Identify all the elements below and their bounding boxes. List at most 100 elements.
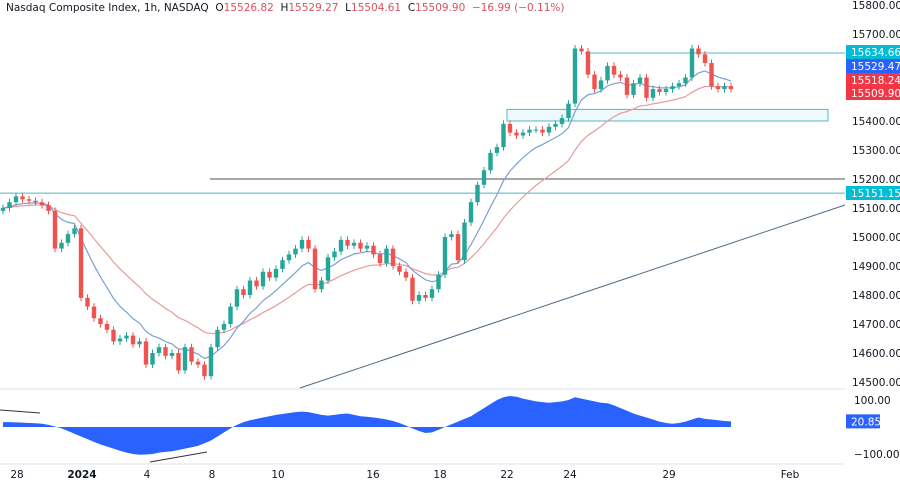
- candle-body: [150, 353, 155, 365]
- price-axis-label: 14600.00: [852, 348, 900, 360]
- price-axis-label: 15800.00: [852, 0, 900, 12]
- time-axis-label: 29: [662, 469, 675, 481]
- time-axis-label: 18: [433, 469, 446, 481]
- candle: [657, 85, 662, 96]
- candle-body: [722, 86, 727, 90]
- price-tag: 15529.47: [846, 59, 900, 73]
- candle: [481, 166, 487, 189]
- candle: [150, 349, 155, 369]
- candle-body: [683, 77, 688, 84]
- candle-body: [702, 54, 708, 63]
- candle-body: [156, 347, 162, 353]
- candle: [533, 126, 539, 134]
- candle: [553, 120, 558, 131]
- candle-body: [189, 347, 194, 362]
- candle: [299, 236, 305, 253]
- candle: [65, 230, 71, 247]
- time-axis-label: Feb: [781, 469, 800, 481]
- candle: [689, 45, 695, 81]
- candle-body: [559, 118, 565, 124]
- candle-body: [319, 280, 324, 290]
- candle: [598, 76, 604, 93]
- candle: [254, 277, 259, 290]
- candle-body: [0, 208, 6, 211]
- candle-body: [46, 205, 51, 211]
- time-axis-label: 22: [500, 469, 513, 481]
- price-axis-label: 15000.00: [852, 232, 900, 244]
- candle: [637, 74, 643, 87]
- candle: [618, 71, 623, 81]
- candle-body: [644, 77, 649, 98]
- time-axis-label: 16: [366, 469, 380, 481]
- price-tag-bg: [846, 45, 900, 59]
- time-axis-label: 28: [10, 469, 23, 481]
- candle-body: [358, 242, 363, 249]
- time-axis-label: 24: [563, 469, 577, 481]
- candle-body: [488, 152, 493, 171]
- candle-body: [85, 297, 90, 307]
- candle: [624, 74, 630, 99]
- candle: [137, 337, 142, 348]
- candle-body: [514, 132, 519, 136]
- candle-body: [494, 147, 500, 153]
- candle-body: [182, 347, 188, 371]
- candle: [676, 79, 682, 90]
- candle-body: [676, 83, 682, 87]
- candle-body: [585, 51, 591, 75]
- candle: [572, 45, 578, 108]
- candle-body: [306, 239, 311, 249]
- candle: [72, 224, 77, 238]
- price-tag-bg: [846, 186, 900, 200]
- candle: [507, 120, 513, 137]
- candle: [702, 50, 708, 67]
- candle: [215, 326, 220, 351]
- candle-body: [65, 234, 71, 243]
- candle: [429, 285, 435, 302]
- price-tag-label: 15518.24: [851, 75, 900, 87]
- close-value: 15509.90: [415, 2, 466, 14]
- candle-body: [618, 74, 623, 78]
- candle: [715, 82, 721, 93]
- candle: [416, 291, 422, 305]
- candle-body: [111, 329, 116, 342]
- candle: [182, 343, 188, 374]
- candle-body: [566, 103, 571, 119]
- open-value: 15526.82: [223, 2, 274, 14]
- candle-body: [124, 335, 129, 339]
- candle: [579, 45, 584, 55]
- price-axis-label: 15700.00: [852, 29, 900, 41]
- candle-body: [449, 234, 454, 237]
- candle-body: [98, 318, 103, 324]
- candle: [358, 239, 363, 253]
- candle: [130, 332, 136, 348]
- candle: [33, 197, 38, 206]
- candle: [592, 71, 597, 93]
- candle: [384, 245, 389, 267]
- candle-body: [397, 266, 402, 272]
- symbol-title: Nasdaq Composite Index, 1h, NASDAQ: [6, 2, 209, 14]
- candle: [221, 320, 227, 334]
- candle: [644, 74, 649, 102]
- price-axis-label: 14700.00: [852, 319, 900, 331]
- price-tag-label: 15509.90: [851, 88, 900, 100]
- candle-body: [540, 129, 545, 133]
- candle: [247, 277, 253, 299]
- candle-body: [663, 89, 669, 92]
- candle-body: [624, 77, 630, 95]
- candle: [585, 47, 591, 79]
- oscillator-axis-label: −100.00: [854, 449, 900, 461]
- symbol-legend: Nasdaq Composite Index, 1h, NASDAQ O1552…: [6, 2, 565, 14]
- candle: [312, 245, 318, 293]
- candle-body: [72, 228, 77, 235]
- candle: [293, 245, 298, 258]
- candle: [111, 326, 116, 345]
- candle-body: [20, 196, 25, 200]
- price-axis-label: 15300.00: [852, 145, 900, 157]
- candle-body: [553, 123, 558, 127]
- candle-body: [169, 353, 175, 356]
- candle: [234, 285, 240, 311]
- oscillator-value-label: 20.85: [851, 416, 881, 428]
- candle: [670, 82, 675, 93]
- candle: [449, 230, 454, 241]
